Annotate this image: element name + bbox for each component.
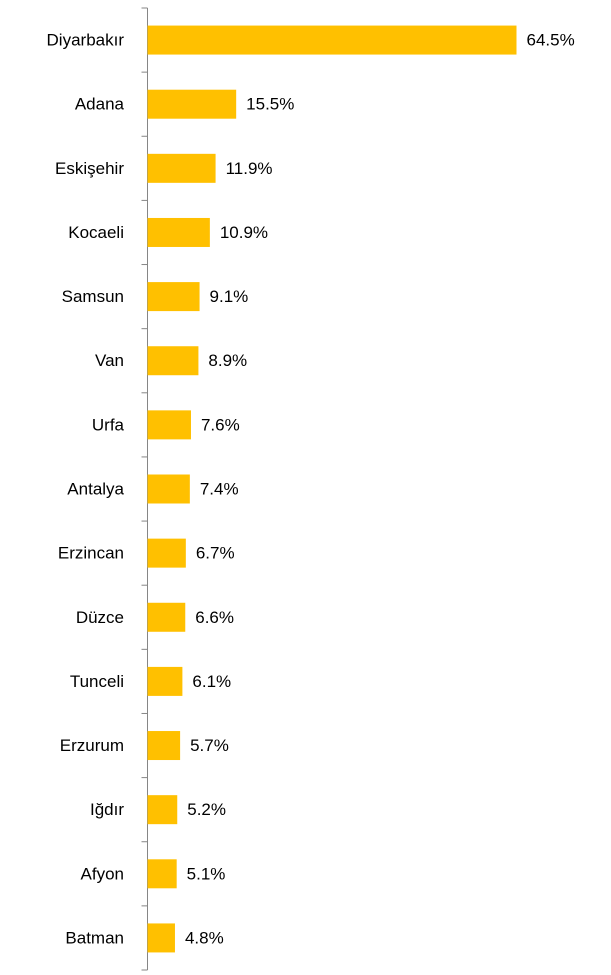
value-label: 4.8%	[185, 928, 224, 947]
category-label: Antalya	[67, 479, 124, 498]
value-label: 7.6%	[201, 415, 240, 434]
category-label: Samsun	[62, 287, 124, 306]
bar	[147, 282, 200, 312]
value-label: 6.6%	[195, 608, 234, 627]
category-label: Erzincan	[58, 544, 124, 563]
category-label: Adana	[75, 95, 125, 114]
category-label: Batman	[65, 928, 124, 947]
value-label: 5.2%	[187, 800, 226, 819]
category-label: Diyarbakır	[47, 31, 125, 50]
bar	[147, 731, 181, 761]
category-label: Afyon	[81, 864, 124, 883]
category-label: Kocaeli	[68, 223, 124, 242]
bar	[147, 153, 216, 183]
category-label: Urfa	[92, 415, 125, 434]
value-label: 6.7%	[196, 544, 235, 563]
category-label: Tunceli	[70, 672, 124, 691]
bar	[147, 602, 186, 632]
value-label: 11.9%	[226, 159, 273, 178]
bar	[147, 346, 199, 376]
bar	[147, 923, 175, 953]
value-label: 5.1%	[187, 864, 226, 883]
value-label: 7.4%	[200, 479, 239, 498]
value-label: 15.5%	[246, 95, 294, 114]
bar	[147, 217, 210, 247]
value-label: 8.9%	[208, 351, 247, 370]
category-label: Eskişehir	[55, 159, 124, 178]
value-label: 10.9%	[220, 223, 268, 242]
bar	[147, 795, 178, 825]
value-label: 9.1%	[210, 287, 249, 306]
category-label: Erzurum	[60, 736, 124, 755]
value-label: 64.5%	[527, 31, 575, 50]
bar	[147, 666, 183, 696]
category-label: Van	[95, 351, 124, 370]
bar	[147, 410, 191, 440]
bar	[147, 25, 517, 55]
category-label: Iğdır	[90, 800, 124, 819]
value-label: 6.1%	[192, 672, 231, 691]
bar	[147, 474, 190, 504]
value-label: 5.7%	[190, 736, 229, 755]
bar	[147, 538, 186, 568]
bar	[147, 859, 177, 889]
category-label: Düzce	[76, 608, 124, 627]
bar	[147, 89, 237, 119]
